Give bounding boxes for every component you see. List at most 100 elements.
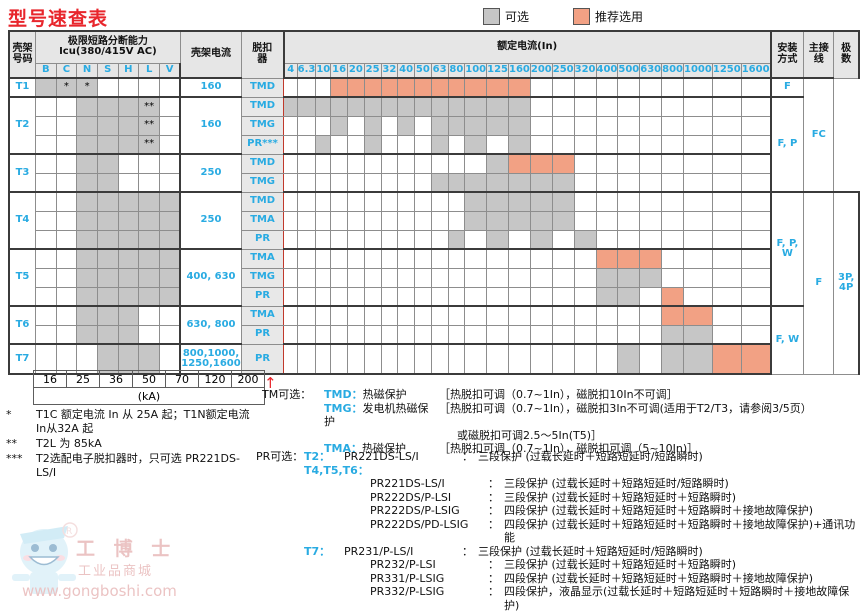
tm-code: TMD： bbox=[324, 388, 363, 401]
tm-options-block: TM可选： TMD：热磁保护 ［热脱扣可调（0.7~1In），磁脱扣10In不可调］… bbox=[262, 388, 812, 456]
icu-cell-N bbox=[76, 191, 98, 212]
rated-cell-1000 bbox=[683, 305, 713, 326]
rated-cell-100 bbox=[464, 210, 488, 231]
header-rated-800: 800 bbox=[661, 62, 685, 79]
rated-cell-10 bbox=[315, 305, 332, 326]
pr-group-label-text: T2： bbox=[304, 450, 331, 463]
rated-cell-32 bbox=[380, 96, 399, 117]
rated-cell-10 bbox=[315, 172, 332, 193]
header-rated-1600: 1600 bbox=[740, 62, 772, 79]
table-row: ** PR*** bbox=[9, 134, 859, 155]
rated-cell-125 bbox=[486, 343, 510, 375]
rated-cell-80 bbox=[447, 343, 466, 375]
wiring-cell: F bbox=[803, 191, 835, 375]
rated-cell-4 bbox=[283, 286, 298, 307]
pr-row: PR222DS/P-LSI ： 三段保护 (过载长延时＋短路短延时＋短路瞬时) bbox=[256, 491, 860, 505]
frame-current-cell: 250 bbox=[179, 153, 242, 193]
icu-cell-C bbox=[55, 96, 78, 117]
rated-cell-100 bbox=[464, 229, 488, 250]
icu-cell-L bbox=[138, 343, 161, 375]
rated-cell-50 bbox=[414, 96, 432, 117]
rated-cell-1600 bbox=[740, 134, 772, 155]
rated-cell-800 bbox=[661, 305, 685, 326]
icu-cell-S bbox=[96, 248, 119, 269]
table-row: T3 250 TMD bbox=[8, 153, 859, 193]
table-row: T7 800,1000, 1250,1600 PR bbox=[8, 343, 859, 375]
rated-cell-10 bbox=[315, 191, 332, 212]
table-row: PR bbox=[9, 286, 859, 307]
rated-cell-25 bbox=[363, 115, 382, 136]
trip-unit-PR: PR bbox=[240, 324, 285, 345]
icu-cell-V bbox=[159, 134, 182, 155]
icu-cell-S bbox=[96, 324, 119, 345]
rated-cell-1600 bbox=[740, 305, 772, 326]
rated-cell-4 bbox=[283, 115, 298, 136]
rated-cell-50 bbox=[414, 267, 432, 288]
rated-cell-1250 bbox=[711, 267, 742, 288]
frame-code-T1: T1 bbox=[8, 77, 36, 98]
rated-cell-160 bbox=[508, 191, 531, 212]
pr-group-label bbox=[304, 558, 344, 572]
rated-cell-6.3 bbox=[296, 343, 317, 375]
icu-cell-C bbox=[55, 229, 78, 250]
rated-cell-250 bbox=[551, 210, 575, 231]
rated-cell-80 bbox=[447, 134, 466, 155]
rated-cell-50 bbox=[414, 172, 432, 193]
pr-model: PR331/P-LSIG bbox=[370, 571, 445, 585]
rated-cell-1000 bbox=[683, 267, 713, 288]
rated-cell-1000 bbox=[683, 96, 713, 117]
icu-cell-C bbox=[55, 153, 78, 174]
rated-cell-200 bbox=[529, 77, 553, 98]
rated-cell-250 bbox=[551, 172, 575, 193]
rated-cell-200 bbox=[529, 305, 553, 326]
rated-cell-200 bbox=[529, 343, 553, 375]
mounting-cell: F, W bbox=[769, 305, 805, 375]
page-title: 型号速查表 bbox=[8, 8, 109, 30]
header-rated-40: 40 bbox=[397, 62, 416, 79]
rated-cell-400 bbox=[595, 96, 619, 117]
pr-row: PR331/P-LSIG ： 四段保护 (过载长延时＋短路短延时＋短路瞬时＋接地故障… bbox=[256, 572, 860, 586]
rated-cell-20 bbox=[347, 172, 365, 193]
table-row: T4 250 TMD F, P, W F 3P, 4P bbox=[8, 191, 860, 375]
rated-cell-200 bbox=[529, 115, 553, 136]
trip-unit-PR***: PR*** bbox=[240, 134, 285, 155]
rated-cell-400 bbox=[595, 324, 619, 345]
rated-cell-400 bbox=[595, 115, 619, 136]
icu-cell-L: ** bbox=[138, 134, 161, 155]
rated-cell-100 bbox=[464, 172, 488, 193]
rated-cell-32 bbox=[380, 229, 399, 250]
rated-cell-500 bbox=[617, 267, 641, 288]
header-rated-160: 160 bbox=[508, 62, 531, 79]
rated-cell-200 bbox=[529, 153, 553, 174]
rated-cell-500 bbox=[617, 77, 641, 98]
rated-cell-10 bbox=[315, 96, 332, 117]
watermark-url: www.gongboshi.com bbox=[22, 582, 177, 600]
icu-cell-H bbox=[117, 267, 140, 288]
rated-cell-630 bbox=[639, 210, 663, 231]
rated-cell-20 bbox=[347, 115, 365, 136]
footnotes: * T1C 额定电流 In 从 25A 起；T1N额定电流In从32A 起 ** T2… bbox=[6, 408, 256, 481]
pr-group-label: T4,T5,T6： bbox=[304, 464, 369, 478]
rated-cell-250 bbox=[551, 305, 575, 326]
rated-cell-200 bbox=[529, 267, 553, 288]
tm-code-name: TMD：热磁保护 bbox=[324, 388, 439, 402]
rated-cell-16 bbox=[330, 229, 349, 250]
icu-cell-H bbox=[117, 191, 140, 212]
rated-cell-1600 bbox=[740, 210, 772, 231]
icu-cell-B bbox=[35, 153, 57, 174]
table-row: T1 * * 160 TMD F FC bbox=[8, 77, 859, 193]
rated-cell-25 bbox=[363, 343, 382, 375]
rated-cell-1600 bbox=[740, 77, 772, 98]
icu-cell-V bbox=[159, 267, 182, 288]
rated-cell-63 bbox=[430, 267, 449, 288]
rated-cell-320 bbox=[573, 134, 597, 155]
footnote-row: *** T2选配电子脱扣器时，只可选 PR221DS-LS/I bbox=[6, 452, 256, 480]
icu-cell-B bbox=[35, 172, 57, 193]
rated-cell-630 bbox=[639, 229, 663, 250]
header-rated-1250: 1250 bbox=[711, 62, 742, 79]
icu-cell-N bbox=[76, 229, 98, 250]
rated-cell-16 bbox=[330, 286, 349, 307]
rated-cell-63 bbox=[430, 248, 449, 269]
pr-heading bbox=[256, 585, 304, 612]
rated-cell-32 bbox=[380, 286, 399, 307]
